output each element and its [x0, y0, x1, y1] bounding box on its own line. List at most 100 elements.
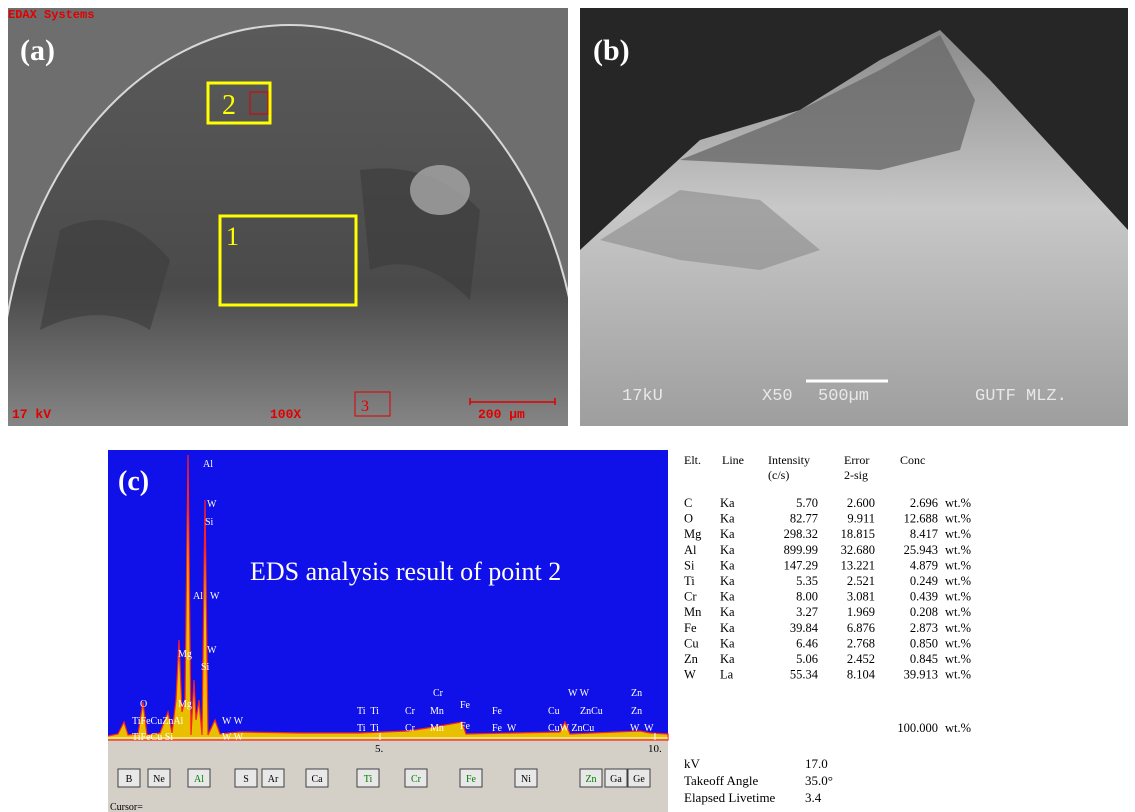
table-cell: 1.969	[847, 605, 875, 619]
box-label: 2	[222, 90, 236, 121]
peak-label: Si	[205, 517, 214, 528]
axis-tick-label: 5.	[375, 743, 384, 755]
peak-label: W W	[630, 723, 654, 734]
table-cell: 3.27	[796, 605, 818, 619]
peak-label: O	[140, 699, 147, 710]
table-cell: 2.452	[847, 652, 875, 666]
element-button-label: S	[243, 774, 249, 785]
table-cell: Ka	[720, 512, 735, 526]
table-cell: 0.439	[910, 590, 938, 604]
peak-label: Ti Ti	[357, 723, 379, 734]
table-cell: La	[720, 668, 734, 682]
element-button-label: Cr	[411, 774, 422, 785]
peak-label: W W	[222, 716, 244, 727]
peak-label: Si	[201, 662, 210, 673]
table-cell: 13.221	[841, 558, 875, 572]
table-cell: 2.696	[910, 496, 938, 510]
element-button-label: Ar	[268, 774, 279, 785]
table-cell: Ka	[720, 652, 735, 666]
table-cell: Si	[684, 558, 695, 572]
table-cell: wt.%	[945, 621, 971, 635]
peak-label: Mg	[178, 699, 192, 710]
table-cell: wt.%	[945, 543, 971, 557]
table-cell: 147.29	[784, 558, 818, 572]
peak-label: Cr	[433, 688, 444, 699]
table-cell: 0.208	[910, 605, 938, 619]
operator: GUTF MLZ.	[975, 387, 1067, 406]
peak-label: TiFeCuZnAl	[132, 716, 184, 727]
table-cell: 39.913	[904, 668, 938, 682]
table-cell: 2.873	[910, 621, 938, 635]
table-cell: O	[684, 512, 693, 526]
table-header: 2-sig	[844, 468, 868, 482]
cursor: Cursor=	[110, 802, 143, 812]
peak-label: Cu	[548, 706, 560, 717]
voltage: 17 kV	[12, 407, 51, 422]
table-cell: wt.%	[945, 512, 971, 526]
table-cell: wt.%	[945, 668, 971, 682]
setting-value: 3.4	[805, 790, 822, 805]
peak-label: Zn	[631, 706, 642, 717]
setting-name: Takeoff Angle	[684, 773, 759, 788]
table-cell: 8.104	[847, 668, 876, 682]
peak-label: W	[207, 645, 217, 656]
table-cell: 5.70	[796, 496, 818, 510]
table-cell: wt.%	[945, 527, 971, 541]
peak-label: TiFeCu Si	[132, 732, 173, 743]
table-cell: Ka	[720, 621, 735, 635]
table-cell: W	[684, 668, 696, 682]
table-cell: 3.081	[847, 590, 875, 604]
table-cell: wt.%	[945, 652, 971, 666]
table-cell: wt.%	[945, 636, 971, 650]
peak-label: W	[210, 591, 220, 602]
peak-label: Al	[203, 459, 213, 470]
element-button-label: Al	[194, 774, 204, 785]
peak-label: Mn	[430, 706, 444, 717]
table-cell: Ka	[720, 574, 735, 588]
table-cell: 6.46	[796, 636, 818, 650]
table-cell: 4.879	[910, 558, 938, 572]
results-table: Elt.LineIntensity(c/s)Error2-sigConcCKa5…	[676, 448, 992, 812]
table-cell: wt.%	[945, 496, 971, 510]
peak-label: Cr	[405, 706, 416, 717]
table-cell: Ka	[720, 590, 735, 604]
table-cell: 2.768	[847, 636, 875, 650]
axis-tick-label: 10.	[648, 743, 662, 755]
table-cell: C	[684, 496, 692, 510]
table-cell: Al	[684, 543, 697, 557]
table-cell: 55.34	[790, 668, 819, 682]
table-cell: wt.%	[945, 605, 971, 619]
table-total-unit: wt.%	[945, 721, 971, 735]
peak-label: W W	[568, 688, 590, 699]
table-cell: Ka	[720, 558, 735, 572]
table-cell: Ka	[720, 496, 735, 510]
table-cell: 32.680	[841, 543, 875, 557]
box-label: 1	[226, 222, 239, 251]
table-cell: 6.876	[847, 621, 875, 635]
table-cell: Mg	[684, 527, 702, 541]
table-cell: Cr	[684, 590, 697, 604]
table-header: (c/s)	[768, 468, 789, 482]
caption: EDS analysis result of point 2	[250, 557, 561, 586]
table-cell: wt.%	[945, 590, 971, 604]
peak-label: Fe	[460, 700, 471, 711]
table-cell: 899.99	[784, 543, 818, 557]
setting-value: 17.0	[805, 756, 828, 771]
peak-label: CuW ZnCu	[548, 723, 594, 734]
peak-label: Fe	[492, 706, 503, 717]
magnification: 100X	[270, 407, 301, 422]
header: EDAX Systems	[8, 8, 94, 22]
peak-label: Fe	[460, 721, 471, 732]
figure: EDAX Systems (a) 2 1 3 17 kV 100X 200 µm…	[0, 0, 1135, 812]
element-button-label: Ni	[521, 774, 531, 785]
setting-name: kV	[684, 756, 701, 771]
table-cell: Ti	[684, 574, 695, 588]
table-header: Conc	[900, 453, 925, 467]
peak-label: Fe W	[492, 723, 517, 734]
table-cell: 2.600	[847, 496, 875, 510]
table-cell: 8.417	[910, 527, 938, 541]
table-cell: 9.911	[847, 512, 875, 526]
table-cell: 18.815	[841, 527, 875, 541]
element-button-label: Ne	[153, 774, 165, 785]
table-cell: 298.32	[784, 527, 818, 541]
